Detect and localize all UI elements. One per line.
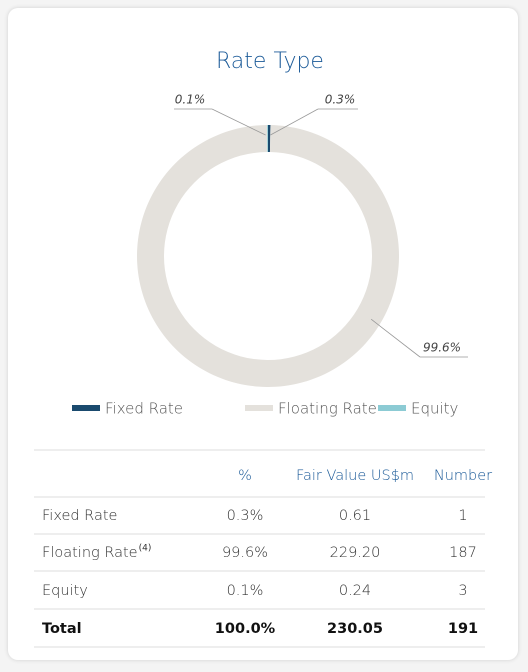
column-header: Fair Value US$m bbox=[296, 468, 414, 484]
table-cell: 0.24 bbox=[339, 583, 371, 599]
donut-slice bbox=[267, 125, 268, 153]
data-label: 0.3% bbox=[325, 93, 356, 107]
legend-label: Floating Rate bbox=[278, 400, 377, 418]
data-label: 0.1% bbox=[175, 93, 206, 107]
row-label: Fixed Rate bbox=[42, 508, 117, 524]
table-cell: 99.6% bbox=[222, 545, 268, 561]
donut-slice bbox=[137, 125, 400, 387]
table-cell: 0.61 bbox=[339, 508, 371, 524]
legend-swatch bbox=[378, 405, 406, 411]
table-cell: 0.1% bbox=[227, 583, 264, 599]
table-cell: 187 bbox=[449, 545, 477, 561]
column-header: % bbox=[238, 468, 252, 484]
row-label: Equity bbox=[42, 583, 88, 599]
table-cell: 100.0% bbox=[215, 621, 276, 637]
chart-title: Rate Type bbox=[216, 49, 324, 74]
table-cell: 0.3% bbox=[227, 508, 264, 524]
table-cell: 3 bbox=[458, 583, 467, 599]
footnote-ref: (4) bbox=[139, 544, 152, 554]
table-cell: 230.05 bbox=[327, 621, 383, 637]
row-label: Floating Rate bbox=[42, 545, 138, 561]
legend-swatch bbox=[72, 405, 100, 411]
leader-line bbox=[270, 108, 319, 136]
table-cell: 191 bbox=[448, 621, 478, 637]
column-header: Number bbox=[434, 468, 492, 484]
leader-line bbox=[211, 108, 266, 136]
legend-label: Fixed Rate bbox=[105, 400, 183, 418]
table-cell: 1 bbox=[458, 508, 467, 524]
legend-label: Equity bbox=[411, 400, 459, 418]
card bbox=[8, 8, 518, 660]
legend-swatch bbox=[245, 405, 273, 411]
row-label: Total bbox=[42, 621, 82, 637]
donut-slice bbox=[268, 125, 271, 153]
data-label: 99.6% bbox=[423, 341, 461, 355]
table-cell: 229.20 bbox=[330, 545, 381, 561]
leader-line bbox=[370, 318, 421, 358]
